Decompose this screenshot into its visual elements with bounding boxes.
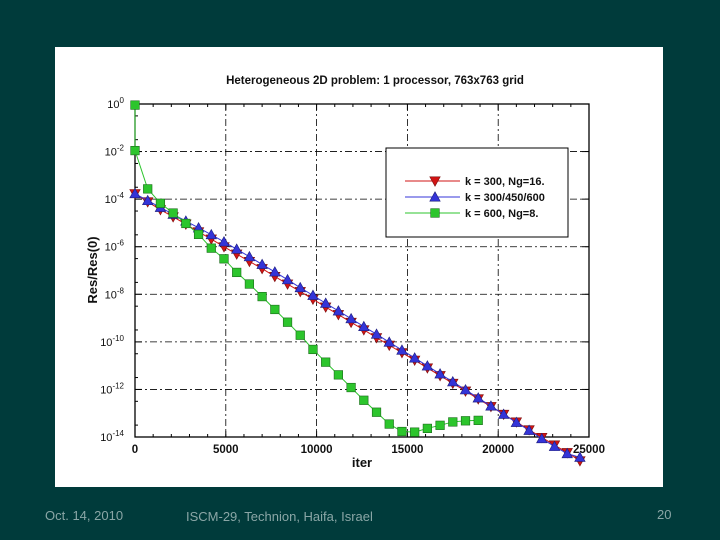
data-point [397,426,407,437]
data-point [448,417,458,427]
legend-marker [429,176,441,187]
data-point [345,312,357,324]
x-axis-label: iter [352,455,372,470]
data-point [321,357,331,367]
data-point [473,415,483,425]
data-point [143,184,153,194]
y-tick-label: 10-4 [105,191,125,206]
data-point [421,360,434,371]
data-point [257,291,267,302]
chart-title: Heterogeneous 2D problem: 1 processor, 7… [226,75,524,87]
y-tick-label: 10-10 [100,334,124,349]
footer-page-number: 20 [657,507,672,522]
data-point [193,229,204,239]
data-point [282,317,293,327]
data-point [485,400,497,411]
data-point [460,416,471,426]
data-point [244,279,255,289]
data-point [130,100,140,110]
data-point [510,416,523,427]
data-point [561,447,573,459]
data-point [447,375,459,387]
data-point [206,243,216,253]
legend-marker [430,208,440,218]
data-point [459,384,472,395]
y-tick-label: 100 [107,96,124,111]
data-point [219,254,229,264]
data-point [410,427,420,437]
data-point [155,198,166,208]
series-3 [130,100,483,437]
x-tick-label: 5000 [213,444,239,456]
data-point [307,289,319,300]
legend-label: k = 300, Ng=16. [465,176,545,188]
data-point [358,320,370,332]
data-point [168,208,178,218]
data-point [281,273,294,285]
x-tick-label: 20000 [482,444,514,456]
chart-figure: Heterogeneous 2D problem: 1 processor, 7… [55,47,663,487]
legend-box [385,147,569,238]
data-point [472,392,484,403]
data-point [371,407,382,417]
footer-date: Oct. 14, 2010 [45,508,124,523]
legend-label: k = 300/450/600 [465,192,545,204]
data-point [384,419,394,429]
data-point [408,352,421,363]
plot-frame [134,103,590,438]
x-tick-label: 15000 [391,444,423,456]
residual-convergence-chart: Heterogeneous 2D problem: 1 processor, 7… [85,75,605,470]
data-point [270,304,280,315]
data-point [142,194,154,206]
y-tick-label: 10-6 [105,239,125,254]
data-point [230,243,243,254]
data-point [218,236,230,247]
x-tick-label: 10000 [301,444,333,456]
data-point [396,344,408,355]
y-tick-label: 10-14 [100,429,124,444]
data-point [181,218,191,229]
data-point [205,228,217,240]
tick-labels: 0 5000 10000 15000 20000 25000 100 10-2 10-4 10-6… [100,96,605,456]
y-axis-label: Res/Res(0) [85,236,100,303]
series-2 [129,187,586,462]
data-point [523,424,535,435]
series-layer [129,100,586,467]
data-point [548,440,561,451]
data-point [497,408,510,419]
data-point [346,382,356,393]
y-tick-label: 10-2 [105,144,125,159]
data-point [333,370,343,380]
x-tick-label: 0 [132,444,138,456]
data-point [319,297,332,308]
data-point [294,281,306,293]
data-point [130,145,140,156]
legend-marker [429,191,441,202]
data-point [574,451,586,462]
legend-label: k = 600, Ng=8. [465,208,538,220]
data-point [129,187,141,199]
data-point [383,336,395,347]
data-point [536,432,548,444]
data-point [370,328,383,339]
data-point [256,258,268,269]
legend: k = 300, Ng=16. k = 300/450/600 k = 600, N… [385,147,569,238]
data-point [308,344,318,355]
data-point [232,267,242,278]
data-point [332,305,345,316]
y-tick-label: 10-12 [100,381,124,396]
data-point [422,423,432,433]
x-tick-label: 25000 [573,444,605,456]
footer-venue: ISCM-29, Technion, Haifa, Israel [186,509,373,524]
data-point [269,266,281,277]
data-point [359,395,369,405]
data-point [243,250,256,262]
data-point [435,420,445,430]
data-point [295,330,305,340]
y-tick-label: 10-8 [105,286,125,301]
data-point [434,368,446,379]
